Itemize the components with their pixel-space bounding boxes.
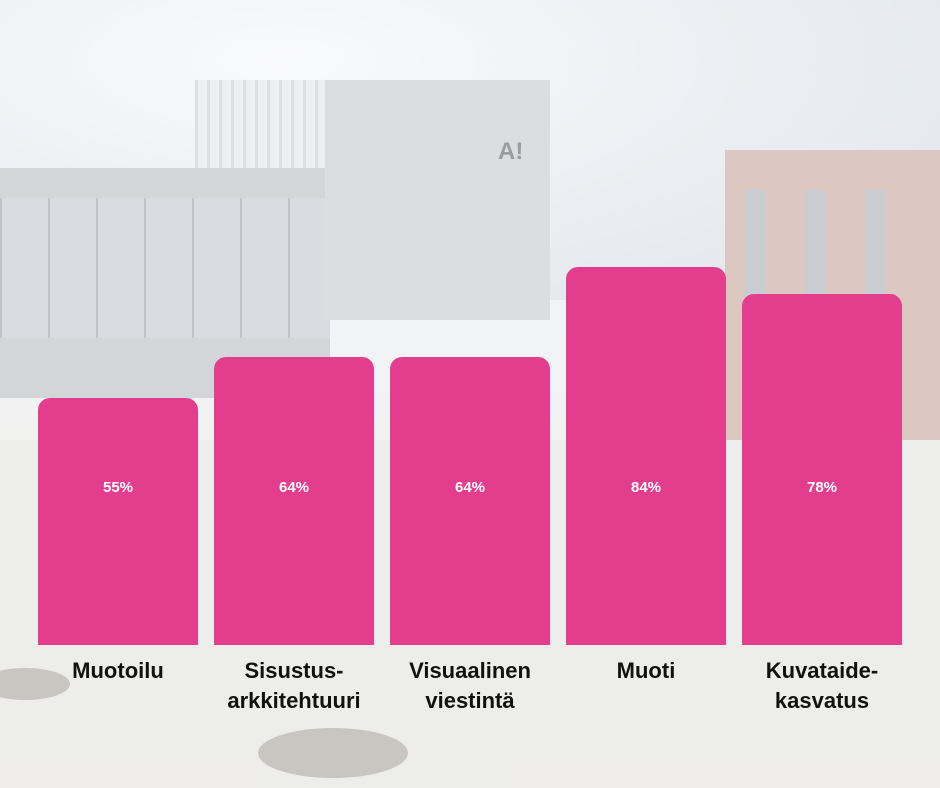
category-label-line: Visuaalinen: [409, 658, 531, 683]
bar-value-label: 64%: [278, 479, 310, 496]
bar-value-label: 78%: [806, 479, 838, 496]
category-label: Visuaalinen viestintä: [380, 656, 560, 716]
cube-building: [325, 80, 550, 320]
bar-value-label: 84%: [630, 479, 662, 496]
category-label-line: Muoti: [616, 658, 676, 683]
category-label-line: kasvatus: [774, 688, 870, 713]
category-label-line: Muotoilu: [72, 658, 164, 683]
category-label-line: arkkitehtuuri: [227, 688, 361, 713]
category-label: Sisustus-arkkitehtuuri: [204, 656, 384, 716]
bar: [390, 357, 550, 645]
bar-value-label: 55%: [102, 479, 134, 496]
category-label-line: Sisustus-: [244, 658, 344, 683]
bar: [214, 357, 374, 645]
category-label: Muotoilu: [28, 656, 208, 686]
manhole-cover: [0, 668, 70, 700]
bar: [566, 267, 726, 645]
category-label: Muoti: [556, 656, 736, 686]
category-label: Kuvataide-kasvatus: [732, 656, 912, 716]
manhole-cover: [258, 728, 408, 778]
bar-value-label: 64%: [454, 479, 486, 496]
bar: [742, 294, 902, 645]
category-label-line: viestintä: [425, 688, 515, 713]
category-label-line: Kuvataide-: [765, 658, 879, 683]
bar: [38, 397, 198, 645]
building-logo: A!: [498, 138, 524, 165]
